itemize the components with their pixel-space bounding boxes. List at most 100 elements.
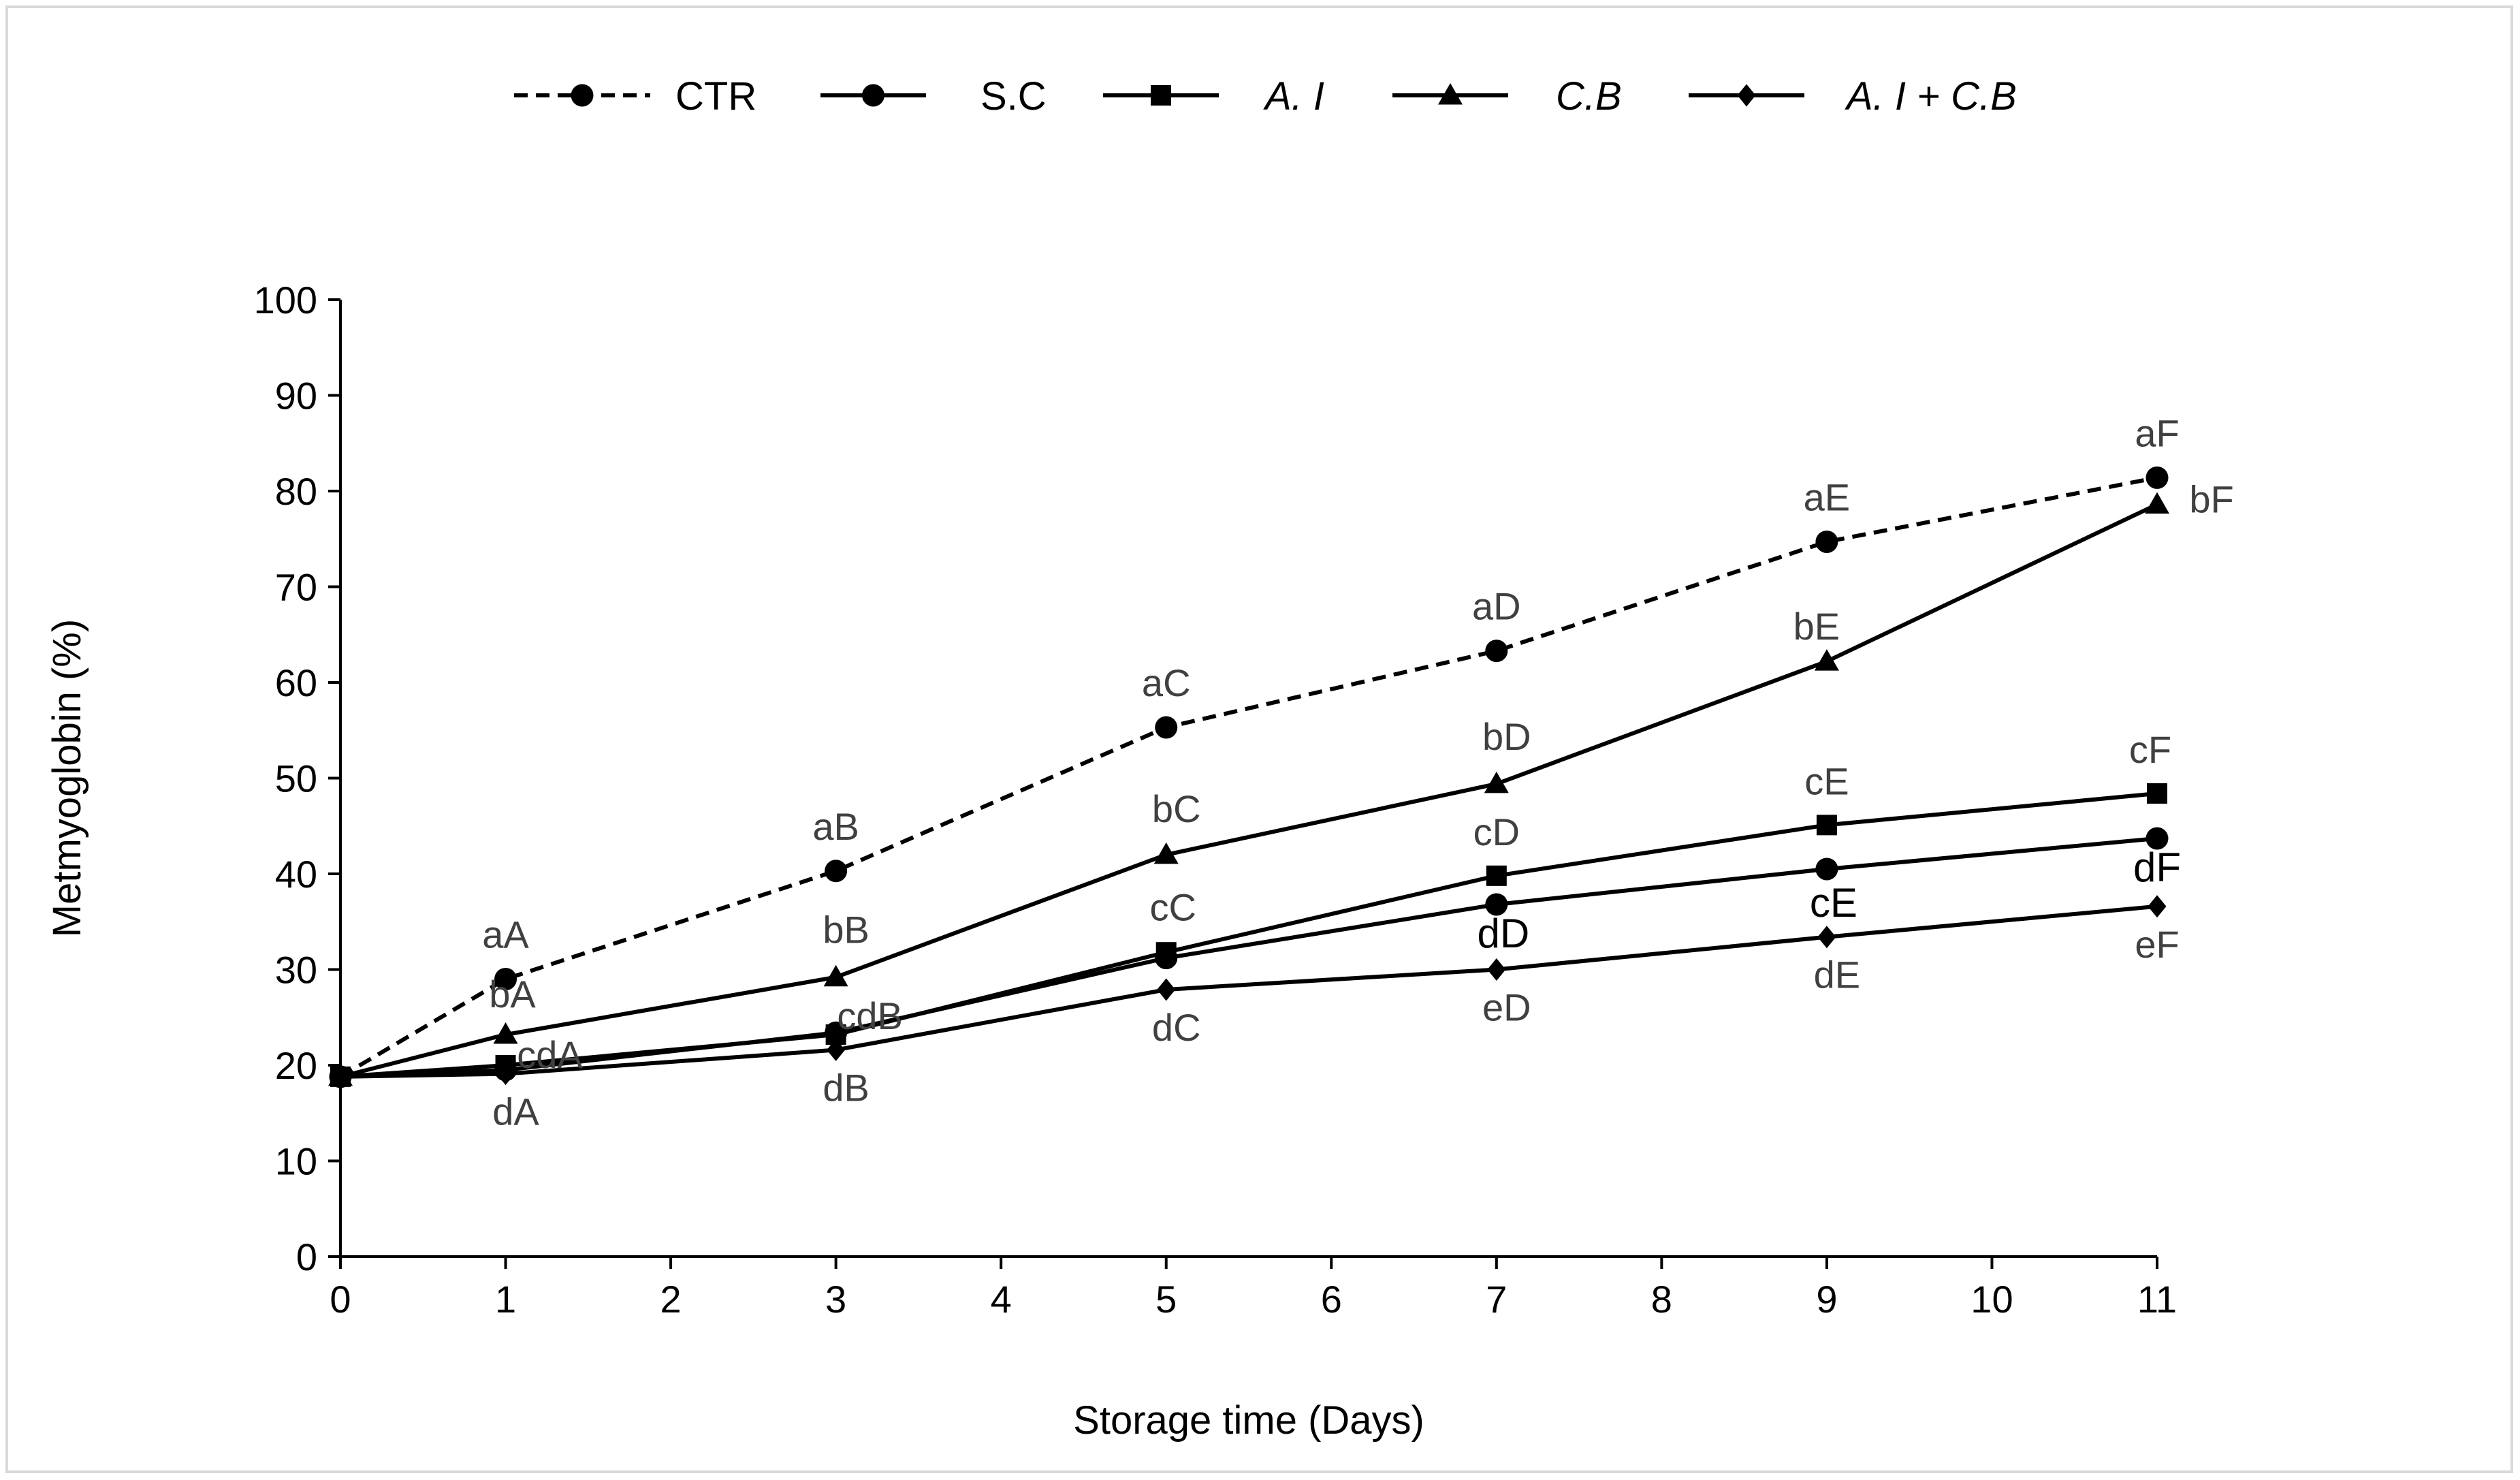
x-tick-label: 2 bbox=[660, 1278, 682, 1321]
significance-label: aA bbox=[482, 913, 529, 956]
axes: 0 10 20 30 40 50 60 70 80 90 100 0 1 2 3 4 5 6 7 8 9 10 11 bbox=[254, 279, 2178, 1321]
significance-label: cC bbox=[1150, 886, 1196, 929]
y-tick-label: 90 bbox=[275, 375, 317, 418]
legend-item-s-c: S.C bbox=[820, 74, 1047, 119]
data-point-c-b bbox=[1153, 842, 1179, 864]
chart-frame bbox=[5, 5, 2513, 1473]
series-a-i bbox=[330, 783, 2167, 1087]
y-tick-label: 40 bbox=[275, 853, 317, 896]
x-tick-label: 4 bbox=[991, 1278, 1012, 1321]
data-point-a-i bbox=[1486, 865, 1507, 886]
annotation-layer: aA aB aC aD aE aF cdA cdB cC dD cE dF cD cE cF bA bB bC bD… bbox=[482, 411, 2233, 1133]
x-tick-label: 8 bbox=[1651, 1278, 1672, 1321]
significance-label: cdA bbox=[517, 1033, 583, 1076]
significance-label: bC bbox=[1152, 787, 1201, 830]
x-tick-label: 3 bbox=[825, 1278, 846, 1321]
data-point-a-i-c-b bbox=[2148, 895, 2167, 918]
x-axis-title: Storage time (Days) bbox=[1073, 1398, 1424, 1443]
legend-item-c-b: C.B bbox=[1392, 74, 1622, 119]
y-tick-label: 0 bbox=[296, 1235, 317, 1278]
y-tick-label: 20 bbox=[275, 1044, 317, 1087]
y-axis-title: Metmyoglobin (%) bbox=[45, 619, 89, 937]
significance-label: cdB bbox=[837, 994, 903, 1037]
legend: CTR S.C A. I C.B A. I + C.B bbox=[514, 74, 2017, 119]
data-point-c-b bbox=[493, 1022, 518, 1044]
legend-label: S.C bbox=[980, 74, 1047, 119]
data-point-ctr bbox=[1155, 716, 1178, 739]
x-ticks: 0 1 2 3 4 5 6 7 8 9 10 11 bbox=[330, 1257, 2177, 1321]
significance-label: cF bbox=[2129, 728, 2171, 771]
data-point-ctr bbox=[1485, 640, 1508, 663]
significance-label: dE bbox=[1814, 954, 1861, 996]
x-tick-label: 10 bbox=[1971, 1278, 2013, 1321]
legend-label: C.B bbox=[1556, 74, 1622, 119]
data-point-c-b bbox=[2145, 492, 2169, 514]
x-tick-label: 9 bbox=[1816, 1278, 1837, 1321]
series-layer bbox=[328, 466, 2169, 1088]
data-point-a-i bbox=[1155, 942, 1177, 963]
legend-item-ctr: CTR bbox=[514, 74, 756, 119]
data-point-a-i-c-b bbox=[827, 1039, 846, 1062]
legend-item-a-i: A. I bbox=[1103, 74, 1324, 119]
significance-label: aD bbox=[1472, 585, 1521, 628]
data-point-a-i-c-b bbox=[1157, 978, 1176, 1001]
y-tick-label: 50 bbox=[275, 757, 317, 800]
series-line-c-b bbox=[340, 502, 2158, 1079]
series-c-b bbox=[328, 492, 2169, 1086]
data-point-s-c bbox=[2146, 827, 2169, 850]
data-point-s-c bbox=[1815, 857, 1838, 881]
significance-label: aF bbox=[2135, 411, 2179, 454]
legend-marker-a-i-c-b bbox=[1737, 84, 1756, 107]
legend-label: A. I + C.B bbox=[1845, 74, 2017, 119]
x-tick-label: 1 bbox=[495, 1278, 516, 1321]
legend-label: CTR bbox=[675, 74, 756, 119]
x-tick-label: 6 bbox=[1321, 1278, 1342, 1321]
y-tick-label: 60 bbox=[275, 661, 317, 704]
significance-label: eD bbox=[1482, 986, 1531, 1029]
significance-label: bD bbox=[1482, 715, 1531, 758]
y-tick-label: 100 bbox=[254, 279, 317, 321]
significance-label: dA bbox=[492, 1090, 539, 1133]
significance-label: bE bbox=[1793, 605, 1840, 648]
legend-label: A. I bbox=[1263, 74, 1324, 119]
data-point-c-b bbox=[1814, 649, 1839, 671]
data-point-ctr bbox=[2146, 466, 2169, 489]
significance-label: dD bbox=[1477, 911, 1529, 956]
data-point-a-i-c-b bbox=[1487, 958, 1506, 981]
x-tick-label: 11 bbox=[2137, 1278, 2177, 1321]
series-a-i-c-b bbox=[331, 895, 2167, 1088]
data-point-c-b bbox=[1484, 771, 1509, 793]
significance-label: aB bbox=[812, 805, 859, 848]
significance-label: cE bbox=[1810, 880, 1857, 926]
legend-marker-a-i bbox=[1151, 85, 1171, 106]
significance-label: aE bbox=[1804, 475, 1851, 518]
data-point-s-c bbox=[1485, 893, 1508, 916]
data-point-a-i-c-b bbox=[1817, 926, 1836, 949]
series-line-s-c bbox=[340, 836, 2158, 1079]
y-ticks: 0 10 20 30 40 50 60 70 80 90 100 bbox=[254, 279, 340, 1278]
legend-item-a-i-c-b: A. I + C.B bbox=[1689, 74, 2017, 119]
data-point-ctr bbox=[1815, 530, 1838, 553]
significance-label: eF bbox=[2135, 923, 2179, 966]
legend-marker-s-c bbox=[862, 84, 884, 107]
significance-label: bB bbox=[823, 909, 870, 951]
y-tick-label: 70 bbox=[275, 566, 317, 609]
x-tick-label: 5 bbox=[1155, 1278, 1177, 1321]
series-s-c bbox=[329, 827, 2169, 1088]
series-ctr bbox=[329, 466, 2169, 1088]
data-point-c-b bbox=[823, 964, 848, 987]
x-tick-label: 0 bbox=[330, 1278, 351, 1321]
significance-label: cE bbox=[1804, 759, 1849, 802]
y-tick-label: 10 bbox=[275, 1140, 317, 1183]
significance-label: dF bbox=[2133, 845, 2181, 890]
x-tick-label: 7 bbox=[1486, 1278, 1507, 1321]
data-point-ctr bbox=[825, 860, 848, 883]
data-point-ctr bbox=[494, 968, 517, 991]
legend-marker-c-b bbox=[1438, 83, 1463, 105]
data-point-a-i bbox=[2147, 783, 2167, 804]
significance-label: cD bbox=[1473, 810, 1520, 853]
significance-label: aC bbox=[1142, 661, 1191, 704]
data-point-a-i-c-b bbox=[496, 1062, 515, 1086]
data-point-a-i-c-b bbox=[331, 1065, 350, 1088]
significance-label: dC bbox=[1152, 1006, 1201, 1049]
